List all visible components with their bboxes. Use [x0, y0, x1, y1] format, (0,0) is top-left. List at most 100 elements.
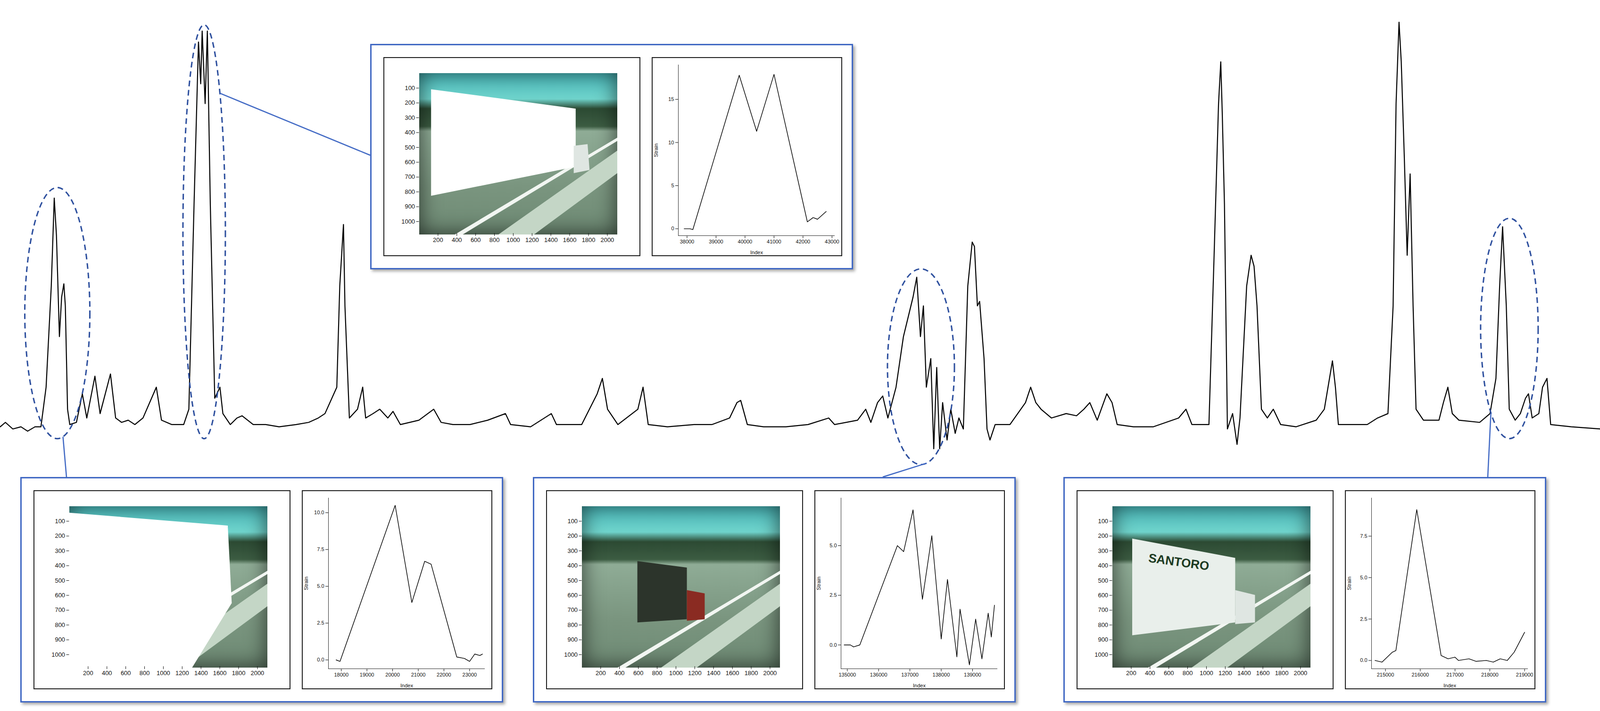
svg-text:1200: 1200 — [525, 236, 539, 244]
svg-text:700: 700 — [1098, 605, 1109, 614]
svg-text:Strain: Strain — [653, 143, 659, 158]
svg-text:1400: 1400 — [1237, 669, 1252, 677]
svg-text:Strain: Strain — [1346, 576, 1352, 590]
svg-text:600: 600 — [55, 591, 66, 599]
svg-text:900: 900 — [55, 635, 66, 643]
svg-text:Index: Index — [400, 682, 414, 689]
svg-text:2.5: 2.5 — [829, 591, 837, 598]
svg-text:400: 400 — [101, 669, 113, 677]
svg-text:200: 200 — [405, 99, 416, 107]
svg-text:19000: 19000 — [359, 671, 375, 678]
svg-text:10: 10 — [668, 139, 674, 146]
svg-text:400: 400 — [1144, 669, 1156, 677]
svg-text:1800: 1800 — [581, 236, 596, 244]
svg-text:200: 200 — [432, 236, 444, 244]
svg-text:600: 600 — [1163, 669, 1175, 677]
svg-text:5.0: 5.0 — [829, 542, 837, 548]
svg-text:215000: 215000 — [1376, 671, 1395, 678]
svg-text:218000: 218000 — [1481, 671, 1499, 678]
svg-text:20000: 20000 — [385, 671, 400, 678]
svg-text:400: 400 — [451, 236, 463, 244]
svg-text:0: 0 — [671, 225, 674, 232]
svg-text:600: 600 — [470, 236, 481, 244]
svg-text:1600: 1600 — [213, 669, 227, 677]
svg-text:100: 100 — [55, 517, 66, 525]
svg-text:Strain: Strain — [303, 576, 309, 590]
svg-text:1000: 1000 — [1094, 650, 1109, 658]
svg-text:40000: 40000 — [737, 238, 753, 245]
svg-text:1000: 1000 — [156, 669, 171, 677]
svg-text:1400: 1400 — [706, 669, 721, 677]
svg-text:1000: 1000 — [563, 650, 578, 658]
svg-text:800: 800 — [489, 236, 500, 244]
svg-text:135000: 135000 — [838, 671, 856, 678]
svg-text:200: 200 — [1098, 531, 1109, 539]
svg-text:800: 800 — [139, 669, 150, 677]
svg-text:200: 200 — [567, 531, 579, 539]
svg-text:1000: 1000 — [669, 669, 683, 677]
svg-text:38000: 38000 — [679, 238, 695, 245]
svg-text:800: 800 — [405, 188, 416, 196]
svg-text:700: 700 — [55, 605, 66, 614]
svg-text:137000: 137000 — [901, 671, 919, 678]
svg-text:300: 300 — [1098, 547, 1109, 555]
svg-text:500: 500 — [55, 576, 66, 584]
svg-text:700: 700 — [567, 605, 579, 614]
svg-text:138000: 138000 — [932, 671, 951, 678]
svg-text:23000: 23000 — [462, 671, 478, 678]
svg-text:600: 600 — [567, 591, 579, 599]
svg-text:1400: 1400 — [194, 669, 208, 677]
svg-text:219000: 219000 — [1516, 671, 1534, 678]
svg-text:2.5: 2.5 — [1359, 615, 1368, 622]
svg-text:1600: 1600 — [725, 669, 740, 677]
svg-text:5.0: 5.0 — [1359, 574, 1368, 581]
svg-text:600: 600 — [405, 158, 416, 166]
svg-text:500: 500 — [405, 143, 416, 151]
svg-text:2000: 2000 — [600, 236, 615, 244]
svg-text:Index: Index — [750, 249, 763, 256]
svg-text:39000: 39000 — [708, 238, 724, 245]
svg-text:7.5: 7.5 — [316, 546, 324, 552]
svg-text:7.5: 7.5 — [1359, 532, 1368, 539]
svg-text:900: 900 — [567, 635, 579, 643]
svg-text:1800: 1800 — [232, 669, 246, 677]
svg-text:900: 900 — [405, 202, 416, 210]
svg-text:15: 15 — [668, 96, 674, 102]
svg-text:200: 200 — [55, 531, 66, 539]
svg-text:800: 800 — [567, 621, 579, 629]
svg-text:200: 200 — [82, 669, 94, 677]
svg-text:100: 100 — [567, 517, 579, 525]
svg-text:100: 100 — [405, 84, 416, 92]
svg-text:1200: 1200 — [175, 669, 190, 677]
svg-text:1800: 1800 — [1275, 669, 1289, 677]
svg-text:100: 100 — [1098, 517, 1109, 525]
svg-text:1000: 1000 — [51, 650, 66, 658]
svg-text:500: 500 — [1098, 576, 1109, 584]
svg-text:5.0: 5.0 — [316, 582, 324, 589]
svg-text:1000: 1000 — [401, 217, 415, 225]
svg-text:42000: 42000 — [795, 238, 811, 245]
svg-text:400: 400 — [614, 669, 625, 677]
svg-text:2000: 2000 — [250, 669, 265, 677]
svg-text:139000: 139000 — [963, 671, 982, 678]
svg-text:500: 500 — [567, 576, 579, 584]
svg-text:136000: 136000 — [870, 671, 888, 678]
svg-text:400: 400 — [567, 561, 579, 569]
svg-text:Index: Index — [1443, 682, 1457, 689]
svg-text:41000: 41000 — [766, 238, 782, 245]
svg-text:Index: Index — [912, 682, 926, 689]
svg-text:2000: 2000 — [763, 669, 778, 677]
svg-text:1800: 1800 — [744, 669, 759, 677]
svg-text:600: 600 — [633, 669, 644, 677]
svg-text:0.0: 0.0 — [316, 656, 324, 663]
svg-text:600: 600 — [1098, 591, 1109, 599]
svg-text:800: 800 — [652, 669, 663, 677]
svg-text:300: 300 — [55, 547, 66, 555]
svg-text:2000: 2000 — [1293, 669, 1308, 677]
svg-text:1600: 1600 — [1256, 669, 1270, 677]
svg-text:Strain: Strain — [815, 576, 822, 590]
svg-text:22000: 22000 — [436, 671, 452, 678]
svg-text:800: 800 — [55, 621, 66, 629]
svg-text:400: 400 — [55, 561, 66, 569]
svg-text:5: 5 — [671, 182, 674, 189]
